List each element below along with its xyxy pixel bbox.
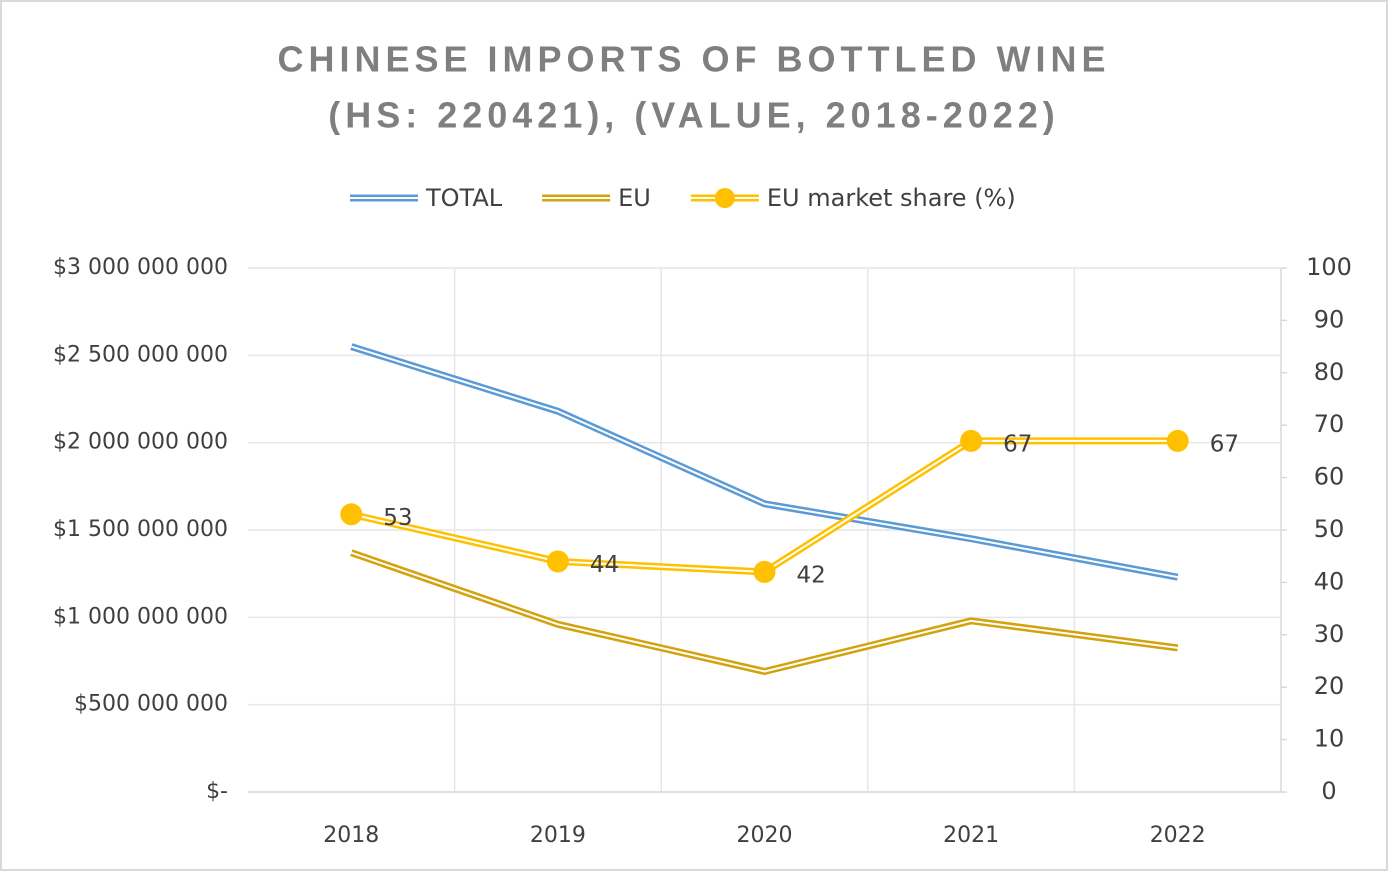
marker: [340, 503, 363, 526]
y2-tick-label: 60: [1314, 463, 1345, 491]
series-line-inner: [351, 345, 1178, 579]
y-tick-label: $500 000 000: [74, 692, 228, 717]
data-label: 67: [1210, 431, 1239, 457]
y2-tick-label: 100: [1306, 253, 1352, 281]
y2-tick-label: 80: [1314, 358, 1345, 386]
y2-tick-label: 90: [1314, 305, 1345, 333]
y2-tick-label: 20: [1314, 672, 1345, 700]
chart-title: (HS: 220421), (VALUE, 2018-2022): [328, 95, 1060, 136]
data-label: 67: [1003, 431, 1032, 457]
data-label: 44: [590, 552, 619, 578]
y-tick-label: $1 000 000 000: [53, 604, 228, 629]
x-tick-label: 2018: [323, 823, 379, 848]
y2-tick-label: 40: [1314, 567, 1345, 595]
marker: [960, 429, 983, 452]
y-tick-label: $2 000 000 000: [53, 430, 228, 455]
data-label: 42: [797, 562, 826, 588]
y2-tick-label: 70: [1314, 410, 1345, 438]
x-tick-label: 2022: [1150, 823, 1206, 848]
legend-label: EU: [618, 184, 651, 212]
y-tick-label: $2 500 000 000: [53, 342, 228, 367]
chart-title: CHINESE IMPORTS OF BOTTLED WINE: [277, 39, 1110, 80]
series-line-inner: [350, 551, 1178, 673]
legend-label: EU market share (%): [767, 184, 1016, 212]
x-tick-label: 2021: [943, 823, 999, 848]
marker: [753, 560, 776, 583]
marker: [1166, 429, 1189, 452]
y2-tick-label: 50: [1314, 515, 1345, 543]
y2-tick-label: 0: [1321, 777, 1336, 805]
legend-marker: [714, 188, 735, 208]
legend-label: TOTAL: [425, 184, 503, 212]
y2-tick-label: 30: [1314, 620, 1345, 648]
y-tick-label: $3 000 000 000: [53, 255, 228, 280]
y-tick-label: $1 500 000 000: [53, 517, 228, 542]
x-tick-label: 2019: [530, 823, 586, 848]
marker: [546, 550, 569, 573]
y2-tick-label: 10: [1314, 725, 1345, 753]
data-label: 53: [383, 505, 412, 531]
y-tick-label: $-: [206, 779, 228, 804]
x-tick-label: 2020: [737, 823, 793, 848]
